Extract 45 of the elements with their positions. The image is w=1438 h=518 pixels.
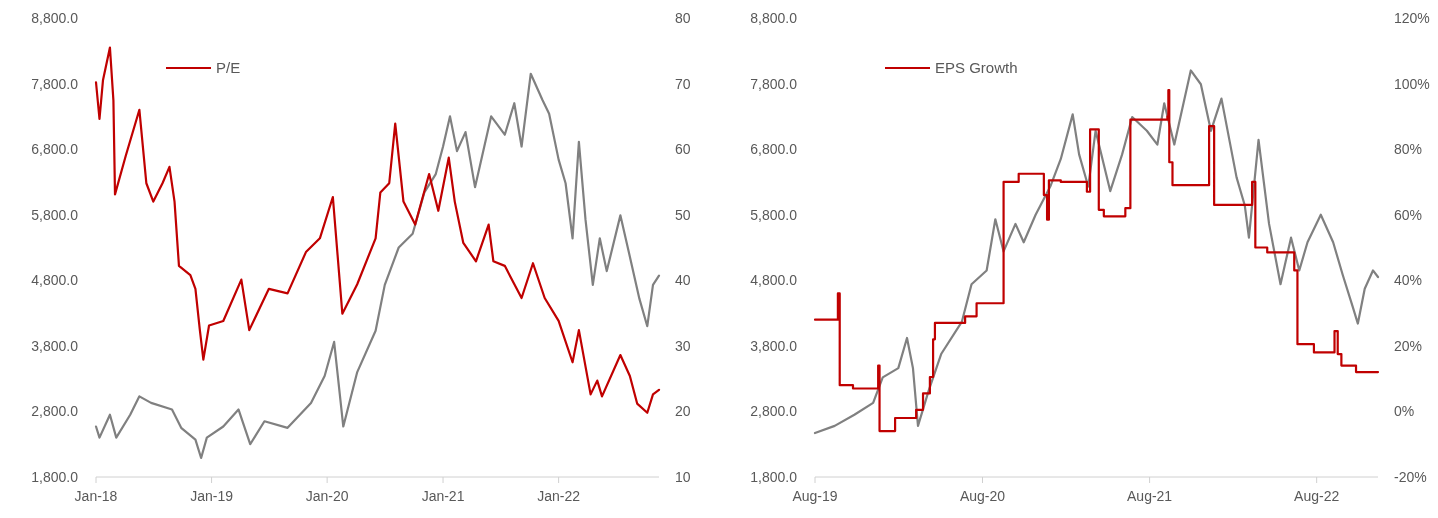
y2-tick-label: 30 (675, 337, 691, 354)
y2-tick-label: 100% (1394, 75, 1430, 92)
legend-label: EPS Growth (935, 59, 1018, 76)
y2-tick-label: 40 (675, 272, 691, 289)
y-tick-label: 3,800.0 (31, 337, 79, 354)
x-tick-label: Jan-19 (190, 488, 234, 504)
x-tick-label: Aug-19 (792, 488, 838, 504)
y-tick-label: 5,800.0 (750, 206, 798, 223)
y2-tick-label: 80 (675, 10, 691, 26)
x-tick-label: Aug-21 (1127, 488, 1173, 504)
x-tick-label: Jan-21 (421, 488, 465, 504)
y-tick-label: 2,800.0 (750, 403, 798, 420)
x-tick-label: Jan-20 (305, 488, 349, 504)
y2-tick-label: 0% (1394, 403, 1415, 420)
y2-tick-label: 60% (1394, 206, 1423, 223)
y-tick-label: 1,800.0 (31, 469, 79, 485)
y-tick-label: 4,800.0 (750, 272, 798, 289)
x-tick-label: Aug-20 (959, 488, 1006, 504)
x-tick-label: Jan-22 (537, 488, 581, 504)
y2-tick-label: -20% (1394, 469, 1427, 485)
y2-tick-label: 50 (675, 206, 691, 223)
y2-tick-label: 20 (675, 403, 691, 420)
y-tick-label: 7,800.0 (750, 75, 798, 92)
y2-tick-label: 80% (1394, 141, 1423, 158)
y-tick-label: 4,800.0 (31, 272, 79, 289)
y-tick-label: 8,800.0 (31, 10, 79, 26)
x-tick-label: Aug-22 (1294, 488, 1340, 504)
y-tick-label: 7,800.0 (31, 75, 79, 92)
y2-tick-label: 120% (1394, 10, 1430, 26)
x-tick-label: Jan-18 (74, 488, 118, 504)
y2-tick-label: 10 (675, 469, 691, 485)
line-series (94, 72, 661, 460)
y-tick-label: 3,800.0 (750, 337, 798, 354)
y-tick-label: 6,800.0 (750, 141, 798, 158)
y2-tick-label: 40% (1394, 272, 1423, 289)
y2-tick-label: 70 (675, 75, 691, 92)
y-tick-label: 1,800.0 (750, 469, 798, 485)
line-series (94, 46, 661, 414)
y-tick-label: 6,800.0 (31, 141, 79, 158)
legend-label: P/E (216, 59, 241, 76)
y2-tick-label: 60 (675, 141, 691, 158)
y-tick-label: 2,800.0 (31, 403, 79, 420)
y-tick-label: 8,800.0 (750, 10, 798, 26)
y-tick-label: 5,800.0 (31, 206, 79, 223)
y2-tick-label: 20% (1394, 337, 1423, 354)
